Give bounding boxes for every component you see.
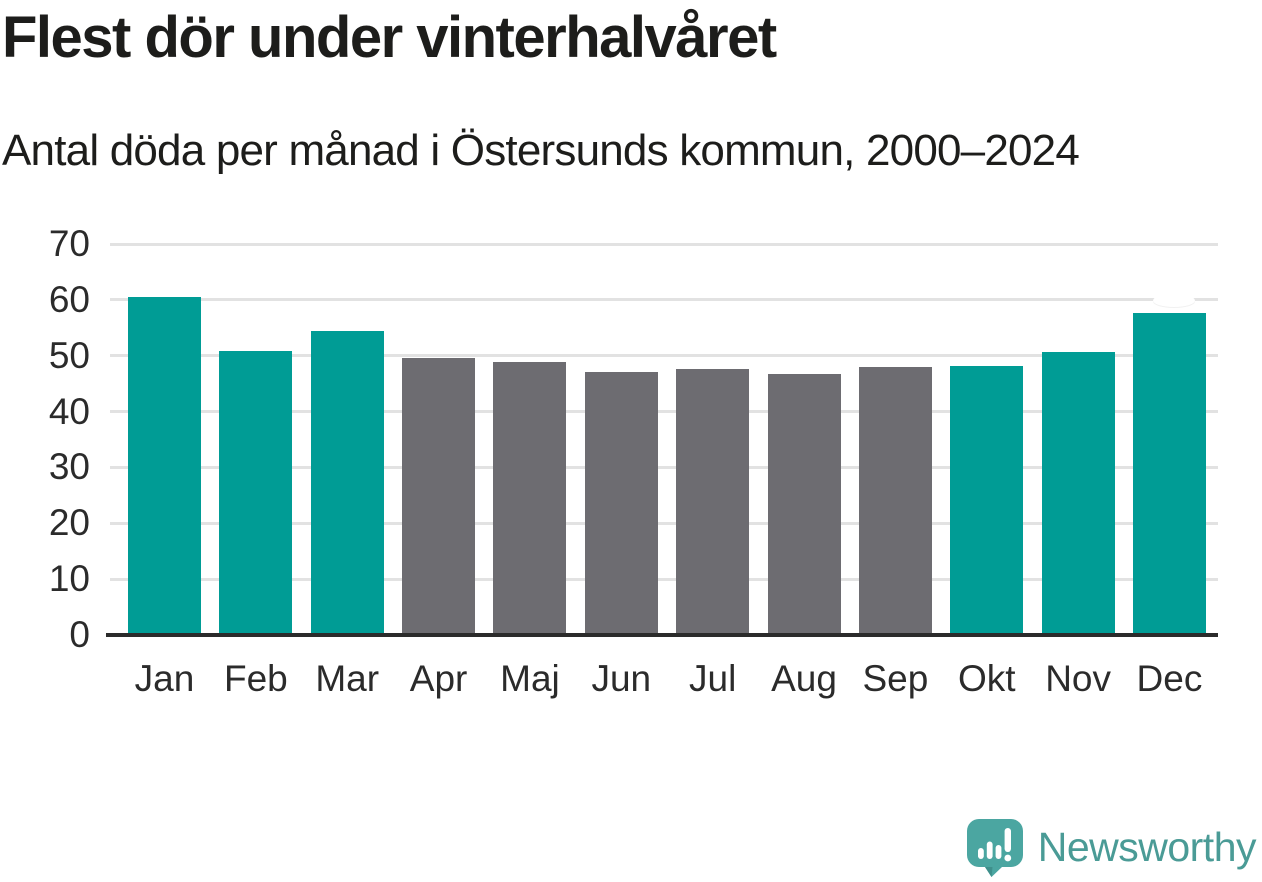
speech-bubble-shape xyxy=(966,819,1023,877)
bar-sep xyxy=(858,366,932,635)
y-tick-label-50: 50 xyxy=(48,334,90,376)
x-tick-label-feb: Feb xyxy=(223,658,288,699)
y-tick-label-0: 0 xyxy=(69,614,90,655)
page-title: Flest dör under vinterhalvåret xyxy=(2,5,777,70)
x-axis-line xyxy=(106,633,1218,637)
gridline-notch-artifact xyxy=(1153,294,1195,307)
bar-jun xyxy=(584,371,658,635)
bar-apr xyxy=(402,357,476,635)
y-tick-label-20: 20 xyxy=(48,502,90,544)
y-tick-label-30: 30 xyxy=(48,446,90,488)
chart: 0 10 20 30 40 50 60 70 Jan Feb Mar Apr Maj Jun Jul Aug S… xyxy=(0,223,1262,714)
y-tick-label-40: 40 xyxy=(48,390,90,432)
gridline-10 xyxy=(110,577,1218,581)
gridline-70 xyxy=(110,242,1218,246)
gridline-40 xyxy=(110,410,1218,414)
x-tick-label-nov: Nov xyxy=(1045,658,1111,699)
x-tick-label-sep: Sep xyxy=(862,658,929,699)
bar-mar xyxy=(310,331,384,635)
gridline-50 xyxy=(110,354,1218,358)
x-tick-label-apr: Apr xyxy=(409,658,468,699)
x-tick-label-maj: Maj xyxy=(500,658,560,699)
bar-nov xyxy=(1041,351,1115,635)
y-tick-label-60: 60 xyxy=(48,278,90,320)
x-tick-label-mar: Mar xyxy=(315,658,380,699)
gridline-60 xyxy=(110,298,1218,302)
bar-dec xyxy=(1132,313,1206,635)
x-tick-label-jan: Jan xyxy=(134,658,195,699)
gridline-30 xyxy=(110,465,1218,469)
brand-name: Newsworthy xyxy=(1037,824,1257,870)
x-tick-label-okt: Okt xyxy=(957,658,1016,699)
x-tick-label-jun: Jun xyxy=(591,658,652,699)
x-tick-label-aug: Aug xyxy=(771,658,837,699)
bubble-tail-shadow xyxy=(984,867,993,877)
bar-jan xyxy=(128,296,201,635)
bar-okt xyxy=(950,365,1024,635)
bar-jul xyxy=(676,369,750,635)
brand-attribution: Newsworthy xyxy=(965,817,1257,877)
x-tick-label-dec: Dec xyxy=(1136,658,1203,699)
plot-area xyxy=(106,242,1218,637)
bar-aug xyxy=(767,374,841,635)
y-tick-label-10: 10 xyxy=(48,558,90,600)
newsworthy-logo-icon xyxy=(965,817,1025,877)
x-tick-label-jul: Jul xyxy=(689,658,737,699)
bar-maj xyxy=(493,362,567,635)
y-tick-label-70: 70 xyxy=(48,223,90,264)
page-subtitle: Antal döda per månad i Östersunds kommun… xyxy=(2,126,1080,175)
bar-feb xyxy=(219,350,293,635)
gridline-20 xyxy=(110,521,1218,525)
